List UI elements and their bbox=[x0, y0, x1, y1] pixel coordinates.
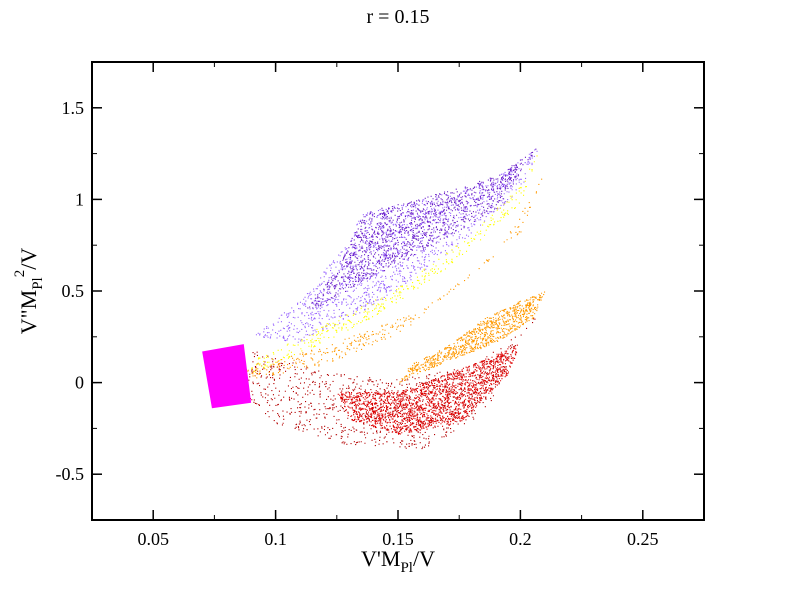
x-tick-label: 0.25 bbox=[627, 529, 659, 549]
x-tick-label: 0.1 bbox=[264, 529, 287, 549]
x-tick-label: 0.05 bbox=[137, 529, 169, 549]
y-axis-label-sup: 2 bbox=[12, 270, 28, 278]
y-tick-label: 0 bbox=[75, 373, 84, 393]
series-0-marks bbox=[248, 318, 536, 450]
series-1-points bbox=[337, 344, 518, 435]
plot-frame bbox=[91, 61, 705, 521]
x-axis-label: V'MPl/V bbox=[361, 546, 435, 576]
y-tick-label: 1 bbox=[75, 189, 84, 209]
series-5-marks bbox=[307, 148, 537, 309]
series-5-points bbox=[307, 148, 537, 309]
y-axis-label: V"MPl2/V bbox=[12, 248, 46, 335]
plot-points bbox=[243, 148, 546, 450]
plot-regions bbox=[202, 344, 252, 409]
y-tick-label: -0.5 bbox=[56, 464, 85, 484]
y-tick-label: 0.5 bbox=[62, 281, 85, 301]
series-2-marks bbox=[399, 291, 546, 383]
chart-title: r = 0.15 bbox=[367, 6, 430, 28]
x-tick-label: 0.2 bbox=[509, 529, 532, 549]
series-2-points bbox=[399, 291, 546, 383]
series-1-marks bbox=[337, 344, 518, 435]
x-axis-label-base: V'M bbox=[361, 546, 400, 571]
y-axis-label-base: V"M bbox=[16, 290, 41, 334]
x-tick-label: 0.15 bbox=[382, 529, 414, 549]
x-axis-ticks: 0.05 0.1 0.15 0.2 0.25 bbox=[91, 62, 705, 549]
series-7-region bbox=[202, 344, 252, 409]
y-axis-ticks: -0.5 0 0.5 1 1.5 bbox=[56, 61, 704, 521]
x-axis-label-sub: Pl bbox=[400, 560, 413, 576]
y-axis-label-tail: /V bbox=[16, 248, 41, 270]
x-axis-label-tail: /V bbox=[413, 546, 435, 571]
series-0-points bbox=[248, 318, 536, 450]
y-axis-label-sub: Pl bbox=[30, 277, 46, 290]
y-tick-label: 1.5 bbox=[62, 98, 85, 118]
